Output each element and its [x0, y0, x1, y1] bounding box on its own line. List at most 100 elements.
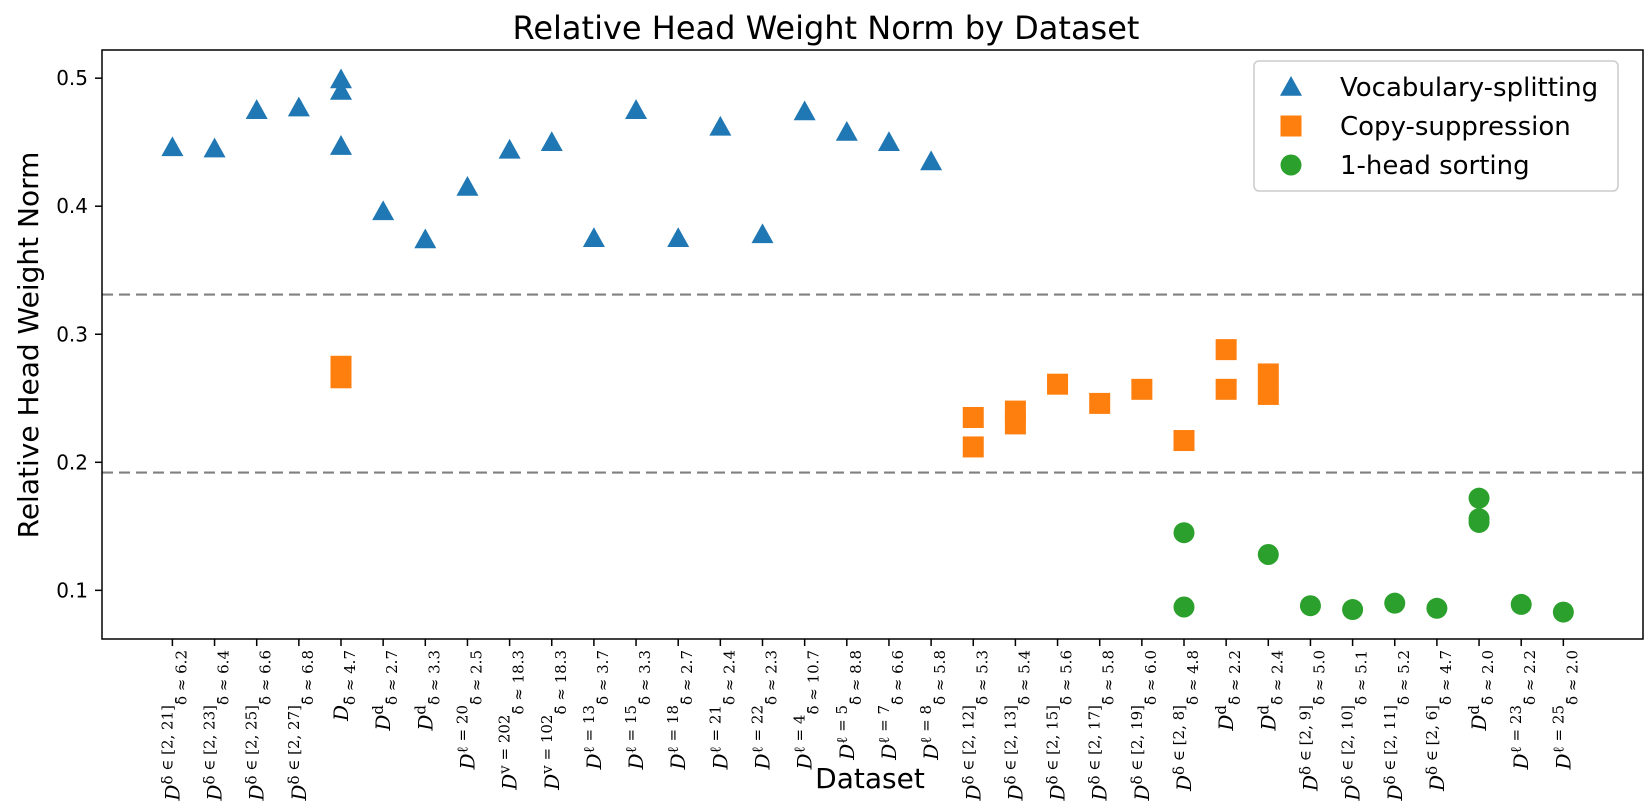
x-tick-label: Dℓ = 7δ̄ ≈ 6.6	[875, 650, 907, 761]
sorting-point	[1342, 599, 1364, 621]
vocab-splitting-point	[414, 228, 437, 249]
y-tick-label: 0.1	[56, 578, 88, 602]
vocab-splitting-point	[330, 135, 352, 155]
vocab-splitting-point	[793, 100, 816, 121]
x-tick-label: Dδ̄ ≈ 4.7	[329, 650, 359, 722]
vocab-splitting-point	[625, 99, 648, 119]
vocab-splitting-point	[709, 115, 732, 136]
sorting-point	[1173, 596, 1195, 618]
x-tick-label: Dδ ∈ [2, 15]δ̄ ≈ 5.6	[1044, 650, 1076, 802]
x-tick-label: Dδ ∈ [2, 25]δ̄ ≈ 6.6	[243, 650, 275, 802]
y-tick-label: 0.3	[56, 322, 88, 346]
vocab-splitting-point	[456, 176, 479, 196]
copy-suppression-point	[1004, 413, 1026, 435]
sorting-point	[1510, 593, 1532, 615]
x-tick-label: Dδ ∈ [2, 10]δ̄ ≈ 5.1	[1339, 650, 1371, 802]
x-tick-label: Dδ ∈ [2, 11]δ̄ ≈ 5.2	[1381, 650, 1413, 802]
copy-suppression-point	[1257, 383, 1279, 405]
x-tick-label: Dδ ∈ [2, 9]δ̄ ≈ 5.0	[1296, 650, 1328, 792]
y-axis-label: Relative Head Weight Norm	[12, 152, 45, 539]
legend-label-1: Vocabulary-splitting	[1340, 73, 1598, 103]
x-tick-label: Dℓ = 5δ̄ ≈ 8.8	[833, 650, 865, 761]
copy-suppression-point	[330, 367, 352, 389]
vocab-splitting-point	[835, 120, 858, 141]
copy-suppression-point	[1257, 363, 1279, 385]
x-tick-label: Dℓ = 13δ̄ ≈ 3.7	[580, 650, 612, 770]
x-tick-label: Ddδ̄ ≈ 2.4	[1254, 650, 1286, 732]
vocab-splitting-point	[498, 138, 521, 159]
x-tick-label: Dℓ = 15δ̄ ≈ 3.3	[622, 650, 654, 770]
x-tick-label: Dδ ∈ [2, 12]δ̄ ≈ 5.3	[959, 650, 991, 802]
vocab-splitting-point	[330, 79, 352, 100]
x-tick-label: Ddδ̄ ≈ 3.3	[411, 650, 443, 732]
vocab-splitting-point	[245, 99, 268, 119]
x-tick-label: Dv = 102δ̄ ≈ 18.3	[538, 650, 570, 791]
legend-marker-2	[1280, 115, 1302, 137]
x-tick-label: Dℓ = 4δ̄ ≈ 10.7	[791, 650, 823, 770]
sorting-point	[1468, 511, 1490, 533]
vocab-splitting-point	[920, 150, 943, 171]
x-tick-label: Dδ ∈ [2, 6]δ̄ ≈ 4.7	[1423, 650, 1455, 792]
sorting-point	[1299, 595, 1321, 617]
x-axis-ticks: Dδ ∈ [2, 21]δ̄ ≈ 6.2 Dδ ∈ [2, 23]δ̄ ≈ 6.4…	[158, 639, 1581, 802]
chart-title: Relative Head Weight Norm by Dataset	[513, 9, 1140, 47]
vocab-splitting-point	[877, 131, 900, 151]
y-tick-label: 0.5	[56, 66, 88, 90]
vocab-splitting-point	[330, 68, 352, 89]
copy-suppression-point	[1047, 373, 1069, 395]
y-tick-label: 0.2	[56, 450, 88, 474]
x-tick-label: Dℓ = 20δ̄ ≈ 2.5	[453, 650, 485, 770]
copy-suppression-point	[962, 406, 984, 428]
legend-label-2: Copy-suppression	[1340, 112, 1571, 142]
sorting-point	[1426, 597, 1448, 619]
y-axis-ticks: 0.1 0.2 0.3 0.4 0.5	[56, 66, 102, 602]
reference-lines	[102, 293, 1643, 474]
sorting-point	[1173, 522, 1195, 544]
legend-marker-3	[1280, 154, 1302, 176]
legend-marker-1	[1280, 76, 1302, 96]
copy-suppression-point	[962, 436, 984, 458]
x-tick-label: Dℓ = 8δ̄ ≈ 5.8	[917, 650, 949, 761]
x-axis-label: Dataset	[815, 762, 925, 795]
legend: Vocabulary-splitting Copy-suppression 1-he…	[1253, 60, 1619, 192]
x-tick-label: Dℓ = 25δ̄ ≈ 2.0	[1549, 650, 1581, 770]
x-tick-label: Dℓ = 23δ̄ ≈ 2.2	[1507, 650, 1539, 770]
vocab-splitting-point	[161, 136, 184, 157]
vocab-splitting-point	[372, 200, 395, 221]
copy-suppression-point	[1215, 378, 1237, 400]
legend-label-3: 1-head sorting	[1340, 151, 1530, 181]
data-markers	[161, 68, 1574, 623]
vocab-splitting-point	[287, 96, 310, 117]
x-tick-label: Dℓ = 18δ̄ ≈ 2.7	[664, 650, 696, 770]
sorting-point	[1257, 543, 1279, 565]
x-tick-label: Dℓ = 22δ̄ ≈ 2.3	[749, 650, 781, 770]
x-tick-label: Dv = 202δ̄ ≈ 18.3	[496, 650, 528, 791]
x-tick-label: Dδ ∈ [2, 21]δ̄ ≈ 6.2	[158, 650, 190, 802]
x-tick-label: Dδ ∈ [2, 17]δ̄ ≈ 5.8	[1086, 650, 1118, 802]
x-tick-label: Dℓ = 21δ̄ ≈ 2.4	[706, 650, 738, 770]
plot-frame	[101, 49, 1644, 640]
copy-suppression-point	[1089, 392, 1111, 414]
copy-suppression-point	[1215, 339, 1237, 361]
x-tick-label: Dδ ∈ [2, 23]δ̄ ≈ 6.4	[201, 650, 233, 802]
x-tick-label: Dδ ∈ [2, 19]δ̄ ≈ 6.0	[1128, 650, 1160, 802]
x-tick-label: Dδ ∈ [2, 27]δ̄ ≈ 6.8	[285, 650, 317, 802]
y-tick-label: 0.4	[56, 194, 88, 218]
x-tick-label: Ddδ̄ ≈ 2.0	[1465, 650, 1497, 732]
legend-box	[1253, 60, 1619, 192]
x-tick-label: Ddδ̄ ≈ 2.7	[369, 650, 401, 732]
sorting-point	[1468, 487, 1490, 509]
x-tick-label: Ddδ̄ ≈ 2.2	[1212, 650, 1244, 732]
x-tick-label: Dδ ∈ [2, 13]δ̄ ≈ 5.4	[1001, 650, 1033, 802]
vocab-splitting-point	[203, 137, 226, 158]
vocab-splitting-point	[540, 131, 563, 151]
sorting-point	[1384, 592, 1406, 614]
vocab-splitting-point	[582, 227, 605, 248]
vocab-splitting-point	[667, 227, 690, 248]
copy-suppression-point	[1173, 430, 1195, 452]
vocab-splitting-point	[751, 223, 774, 244]
copy-suppression-point	[1131, 378, 1153, 400]
x-tick-label: Dδ ∈ [2, 8]δ̄ ≈ 4.8	[1170, 650, 1202, 792]
sorting-point	[1552, 601, 1574, 623]
